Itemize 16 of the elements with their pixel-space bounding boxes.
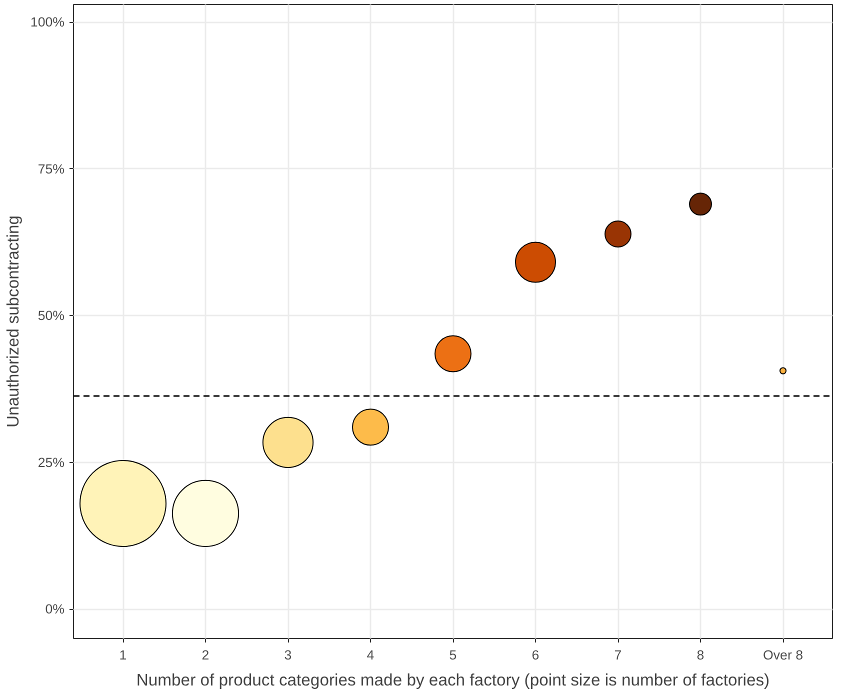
x-tick-label: 2	[202, 648, 210, 662]
x-axis-title: Number of product categories made by each factory (point size is number of factories)	[136, 670, 770, 690]
y-tick-label: 75%	[38, 161, 65, 176]
x-tick-label: 6	[532, 648, 540, 662]
y-tick-label: 50%	[38, 308, 65, 324]
y-tick-label: 100%	[30, 14, 65, 30]
y-tick-label: 0%	[45, 602, 65, 617]
y-axis-title: Unauthorized subcontracting	[3, 215, 22, 428]
x-tick-label: 8	[696, 648, 704, 662]
x-tick-label: 5	[449, 648, 457, 662]
x-tick-label: 1	[119, 648, 127, 662]
x-tick-label: 4	[366, 648, 375, 662]
x-tick-label: 3	[284, 648, 292, 662]
x-tick-label: 7	[614, 648, 622, 662]
y-tick-label: 25%	[38, 454, 65, 470]
x-tick-label: Over 8	[763, 648, 803, 662]
